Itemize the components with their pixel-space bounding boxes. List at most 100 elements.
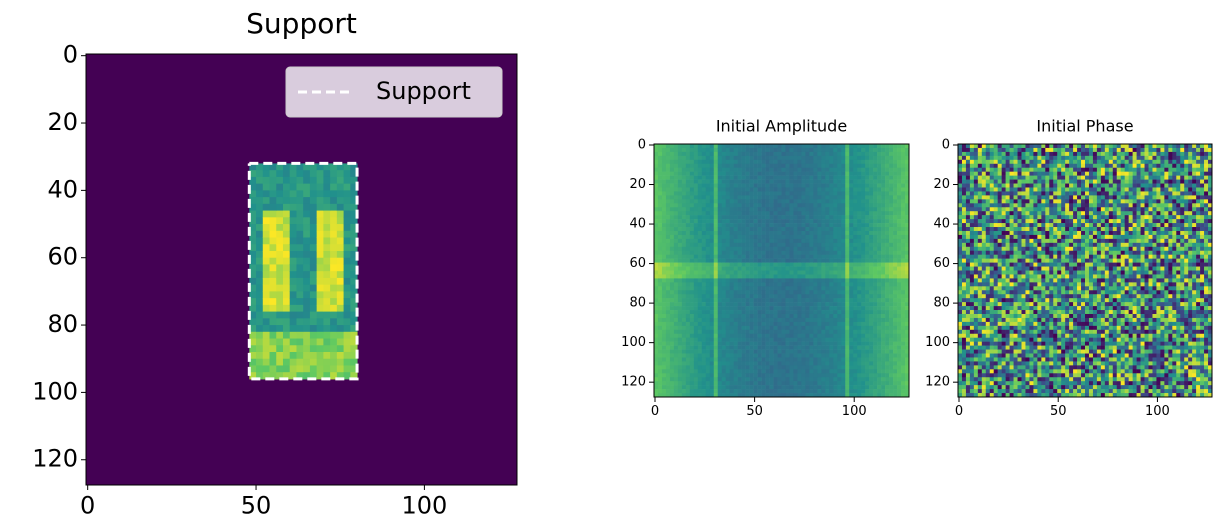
image-pixel [262, 183, 271, 191]
image-pixel [769, 393, 774, 398]
image-pixel [769, 203, 774, 208]
image-pixel [829, 254, 834, 259]
image-pixel [897, 345, 902, 350]
image-pixel [785, 238, 790, 244]
image-pixel [797, 262, 802, 267]
image-pixel [350, 318, 358, 326]
image-pixel [781, 144, 786, 149]
image-pixel [677, 179, 683, 184]
image-pixel [350, 358, 358, 366]
image-pixel [693, 329, 699, 335]
image-pixel [889, 290, 894, 295]
image-pixel [657, 341, 663, 346]
image-pixel [753, 266, 758, 271]
image-pixel [817, 341, 822, 346]
image-pixel [282, 311, 291, 319]
image-pixel [256, 183, 264, 191]
image-pixel [865, 290, 870, 295]
image-pixel [249, 338, 257, 346]
image-pixel [869, 325, 874, 331]
image-pixel [669, 163, 675, 169]
image-pixel [829, 227, 834, 232]
image-pixel [857, 227, 862, 232]
image-pixel [693, 349, 699, 354]
image-pixel [296, 277, 304, 286]
image-pixel [725, 353, 731, 358]
image-pixel [877, 377, 882, 382]
image-pixel [269, 217, 277, 225]
image-pixel [753, 333, 758, 339]
image-pixel [777, 199, 782, 204]
image-pixel [262, 203, 271, 212]
image-pixel [757, 321, 762, 327]
image-pixel [713, 377, 719, 382]
image-pixel [961, 215, 967, 220]
image-pixel [677, 238, 683, 244]
image-pixel [881, 373, 886, 378]
image-pixel [761, 290, 766, 295]
image-pixel [853, 333, 858, 339]
image-pixel [861, 207, 866, 212]
image-pixel [789, 321, 794, 327]
image-pixel [897, 167, 902, 172]
image-pixel [833, 144, 838, 149]
image-pixel [350, 291, 358, 299]
image-pixel [781, 242, 786, 248]
image-pixel [713, 167, 719, 172]
image-pixel [689, 385, 695, 390]
image-pixel [757, 227, 762, 232]
image-pixel [249, 176, 257, 185]
image-pixel [665, 274, 671, 279]
image-pixel [781, 262, 786, 267]
image-pixel [309, 338, 318, 346]
image-pixel [725, 294, 731, 299]
image-pixel [765, 163, 770, 169]
image-pixel [861, 298, 866, 303]
image-pixel [697, 321, 703, 327]
image-pixel [781, 321, 786, 327]
image-pixel [781, 187, 786, 192]
image-pixel [809, 175, 814, 180]
image-pixel [303, 224, 311, 232]
image-pixel [657, 262, 663, 267]
image-pixel [841, 385, 846, 390]
image-pixel [753, 203, 758, 208]
image-pixel [897, 365, 902, 370]
image-pixel [961, 262, 967, 267]
image-pixel [673, 389, 679, 394]
image-pixel [901, 286, 906, 291]
image-pixel [789, 175, 794, 180]
image-pixel [657, 306, 663, 311]
image-pixel [833, 211, 838, 216]
image-pixel [881, 223, 886, 228]
image-pixel [654, 254, 659, 259]
image-pixel [969, 298, 975, 303]
image-pixel [961, 313, 967, 319]
image-pixel [721, 310, 727, 315]
image-pixel [665, 171, 671, 176]
image-pixel [745, 302, 750, 307]
image-pixel [969, 246, 975, 252]
image-pixel [316, 345, 324, 353]
image-pixel [729, 389, 734, 394]
image-pixel [669, 246, 675, 252]
image-pixel [817, 266, 822, 271]
image-pixel [961, 345, 967, 350]
image-pixel [905, 377, 910, 382]
image-pixel [958, 373, 963, 378]
image-pixel [721, 357, 727, 362]
image-pixel [721, 393, 727, 398]
image-pixel [873, 349, 878, 354]
image-pixel [969, 175, 975, 180]
image-pixel [685, 341, 691, 346]
image-pixel [657, 302, 663, 307]
image-pixel [343, 372, 351, 380]
image-pixel [661, 385, 667, 390]
image-pixel [777, 381, 782, 386]
image-pixel [897, 377, 902, 382]
image-pixel [733, 357, 738, 362]
image-pixel [777, 230, 782, 236]
image-pixel [745, 262, 750, 267]
image-pixel [316, 210, 324, 218]
image-pixel [661, 302, 667, 307]
